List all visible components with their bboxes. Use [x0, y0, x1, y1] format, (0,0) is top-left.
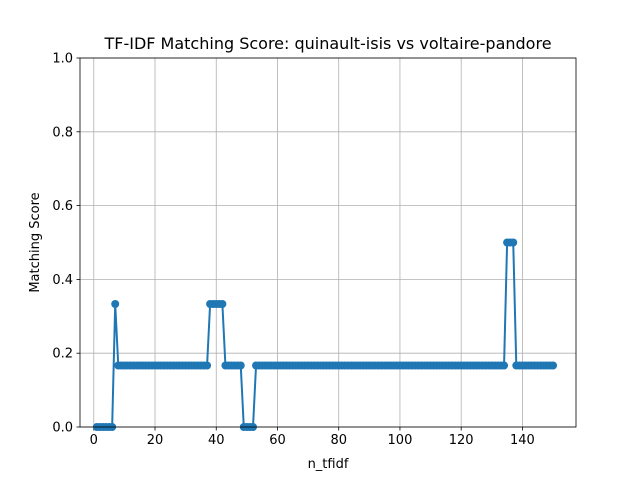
data-point	[111, 300, 120, 309]
data-series	[92, 238, 558, 431]
chart-title: TF-IDF Matching Score: quinault-isis vs …	[103, 34, 551, 53]
y-tick-label: 0.0	[52, 421, 73, 436]
x-tick-label: 20	[147, 433, 164, 448]
x-tick-label: 140	[510, 433, 535, 448]
data-point	[203, 361, 212, 370]
data-point	[509, 238, 518, 247]
y-tick-label: 0.8	[52, 125, 73, 140]
y-tick-label: 0.6	[52, 199, 73, 214]
y-tick-label: 1.0	[52, 52, 73, 67]
data-point	[500, 361, 509, 370]
y-tick-label: 0.4	[52, 273, 73, 288]
x-tick-label: 0	[90, 433, 98, 448]
axis-ticks: 0 20 40 60 80 100 120 140 0.0 0.2 0.4 0.6 0.8 1.0	[52, 52, 535, 449]
x-tick-label: 100	[388, 433, 413, 448]
x-axis-label: n_tfidf	[308, 457, 349, 472]
y-tick-label: 0.2	[52, 347, 73, 362]
plot-frame	[79, 57, 577, 428]
y-axis-label: Matching Score	[28, 192, 43, 292]
data-point	[549, 361, 558, 370]
x-tick-label: 80	[330, 433, 347, 448]
data-point	[218, 300, 227, 309]
data-point	[236, 361, 245, 370]
x-tick-label: 40	[208, 433, 225, 448]
x-tick-label: 60	[269, 433, 286, 448]
x-tick-label: 120	[449, 433, 474, 448]
